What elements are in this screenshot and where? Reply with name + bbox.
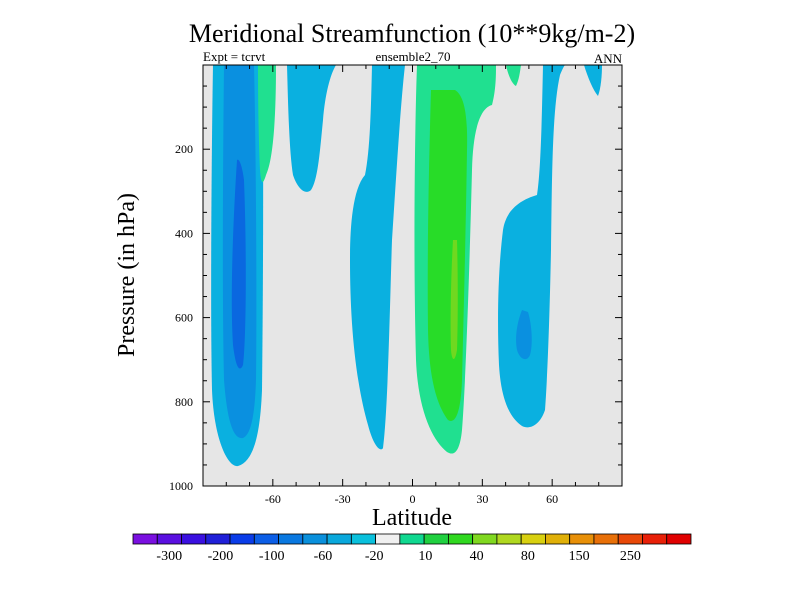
colorbar-box [545, 533, 571, 545]
colorbar-box [642, 533, 668, 545]
x-tick-label: 30 [476, 492, 488, 506]
colorbar-label: 80 [521, 549, 535, 564]
blue-cell-sh-core [231, 159, 246, 369]
colorbar-box [447, 533, 474, 545]
colorbar-box [132, 533, 158, 545]
colorbar-box [156, 533, 182, 545]
x-tick-label: 60 [546, 492, 558, 506]
blue-cell-nh-polar [584, 65, 602, 96]
colorbar-label: 40 [470, 549, 484, 564]
colorbar-box [350, 533, 377, 545]
colorbar-box [253, 533, 279, 545]
blue-cell-nh [498, 65, 565, 428]
colorbar-box [666, 533, 692, 545]
colorbar-label: -200 [208, 549, 234, 564]
colorbar-box [205, 533, 231, 545]
colorbar-box [569, 533, 595, 545]
colorbar-label: 250 [620, 549, 641, 564]
colorbar [132, 533, 692, 545]
blue-cell-tropics-south [350, 65, 405, 450]
x-axis-label: Latitude [372, 505, 452, 531]
blue-cell-nh-core [516, 310, 532, 360]
y-tick-label: 200 [175, 142, 193, 156]
y-minor-ticks [203, 85, 622, 466]
colorbar-box [520, 533, 546, 545]
x-tick-label: -30 [335, 492, 351, 506]
colorbar-box [617, 533, 643, 545]
colorbar-box [229, 533, 255, 545]
colorbar-labels: -300 -200 -100 -60 -20 10 40 80 150 250 [156, 549, 640, 564]
x-axis-ticks: -60 -30 0 30 60 [265, 65, 558, 506]
colorbar-box [278, 533, 304, 545]
green-cell-sh-strip [258, 65, 276, 182]
colorbar-label: 150 [569, 549, 590, 564]
green-cell-tropics-core [427, 90, 468, 421]
colorbar-label: -20 [365, 549, 384, 564]
chart-title: Meridional Streamfunction (10**9kg/m-2) [189, 19, 635, 48]
chart-subtitle-center: ensemble2_70 [375, 49, 450, 64]
chart-subtitle-right: ANN [594, 51, 623, 66]
colorbar-box [593, 533, 619, 545]
colorbar-box [375, 533, 401, 545]
x-minor-ticks [225, 65, 600, 486]
y-axis-label: Pressure (in hPa) [114, 193, 140, 357]
colorbar-box [472, 533, 498, 545]
contour-layer [211, 65, 602, 467]
colorbar-label: 10 [418, 549, 432, 564]
y-axis-ticks: 200 400 600 800 1000 [169, 142, 622, 493]
colorbar-box [326, 533, 352, 545]
green-cell-nh-small [506, 65, 521, 86]
colorbar-box [496, 533, 522, 545]
colorbar-box [181, 533, 207, 545]
colorbar-label: -60 [314, 549, 333, 564]
green-cell-tropics-peak [450, 240, 458, 359]
x-tick-label: -60 [265, 492, 281, 506]
chart-subtitle-left: Expt = tcrvt [203, 49, 266, 64]
y-tick-label: 600 [175, 311, 193, 325]
y-tick-label: 800 [175, 395, 193, 409]
colorbar-box [399, 533, 425, 545]
y-tick-label: 1000 [169, 479, 193, 493]
y-tick-label: 400 [175, 226, 193, 240]
colorbar-label: -100 [259, 549, 285, 564]
colorbar-label: -300 [156, 549, 182, 564]
colorbar-box [302, 533, 328, 545]
blue-cell-sh-upper [287, 65, 336, 192]
x-tick-label: 0 [410, 492, 416, 506]
colorbar-box [423, 533, 449, 545]
